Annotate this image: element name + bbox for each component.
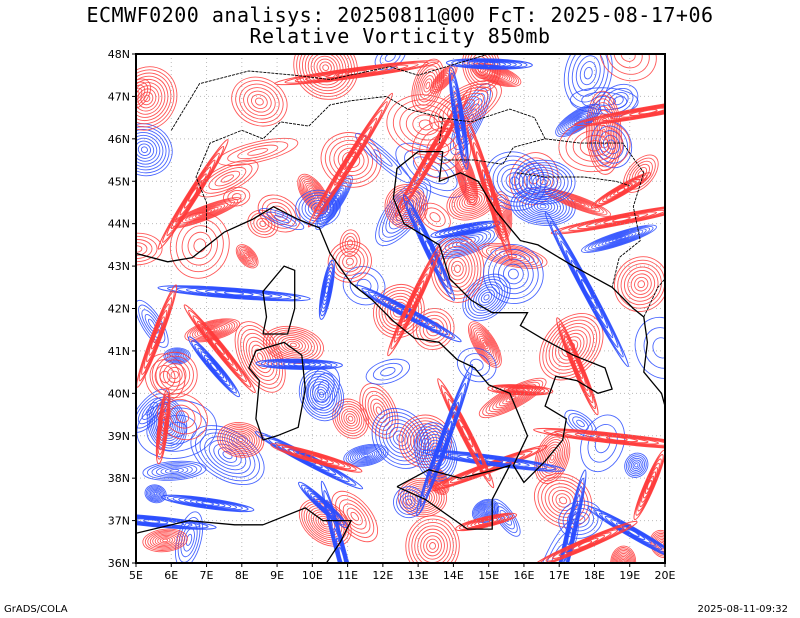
lon-tick-label: 18E xyxy=(584,569,605,582)
lat-tick-label: 37N xyxy=(108,515,130,528)
footer-credit: GrADS/COLA xyxy=(4,604,68,615)
lat-tick-label: 47N xyxy=(108,90,130,103)
lon-tick-label: 17E xyxy=(549,569,570,582)
footer-timestamp: 2025-08-11-09:32 xyxy=(697,604,788,615)
latitude-axis: 36N 37N 38N 39N 40N 41N 42N 43N 44N 45N 46N 47N 48N xyxy=(108,48,136,570)
lat-tick-label: 40N xyxy=(108,387,130,400)
lat-tick-label: 42N xyxy=(108,303,130,316)
map-subtitle: Relative Vorticity 850mb xyxy=(249,24,551,48)
lat-tick-label: 41N xyxy=(108,345,130,358)
lon-tick-label: 11E xyxy=(337,569,358,582)
lon-tick-label: 20E xyxy=(655,569,676,582)
lon-tick-label: 8E xyxy=(235,569,249,582)
lon-tick-label: 19E xyxy=(619,569,640,582)
lon-tick-label: 13E xyxy=(408,569,429,582)
lat-tick-label: 48N xyxy=(108,48,130,61)
coastlines xyxy=(136,54,665,563)
longitude-axis: 5E 6E 7E 8E 9E 10E 11E 12E 13E 14E 15E 16E 17E 18E 19E… xyxy=(129,563,676,582)
lon-tick-label: 9E xyxy=(270,569,284,582)
vorticity-contours xyxy=(136,54,665,563)
lon-tick-label: 14E xyxy=(443,569,464,582)
lon-tick-label: 15E xyxy=(478,569,499,582)
lon-tick-label: 12E xyxy=(372,569,393,582)
lon-tick-label: 10E xyxy=(302,569,323,582)
lat-tick-label: 38N xyxy=(108,472,130,485)
lat-tick-label: 36N xyxy=(108,557,130,570)
lon-tick-label: 16E xyxy=(513,569,534,582)
lon-tick-label: 7E xyxy=(200,569,214,582)
lat-tick-label: 43N xyxy=(108,260,130,273)
lon-tick-label: 6E xyxy=(164,569,178,582)
lat-tick-label: 45N xyxy=(108,175,130,188)
map-title: ECMWF0200 analisys: 20250811@00 FcT: 202… xyxy=(86,3,714,27)
lat-tick-label: 46N xyxy=(108,133,130,146)
lat-lon-grid xyxy=(136,54,665,563)
lon-tick-label: 5E xyxy=(129,569,143,582)
lat-tick-label: 44N xyxy=(108,218,130,231)
lat-tick-label: 39N xyxy=(108,430,130,443)
